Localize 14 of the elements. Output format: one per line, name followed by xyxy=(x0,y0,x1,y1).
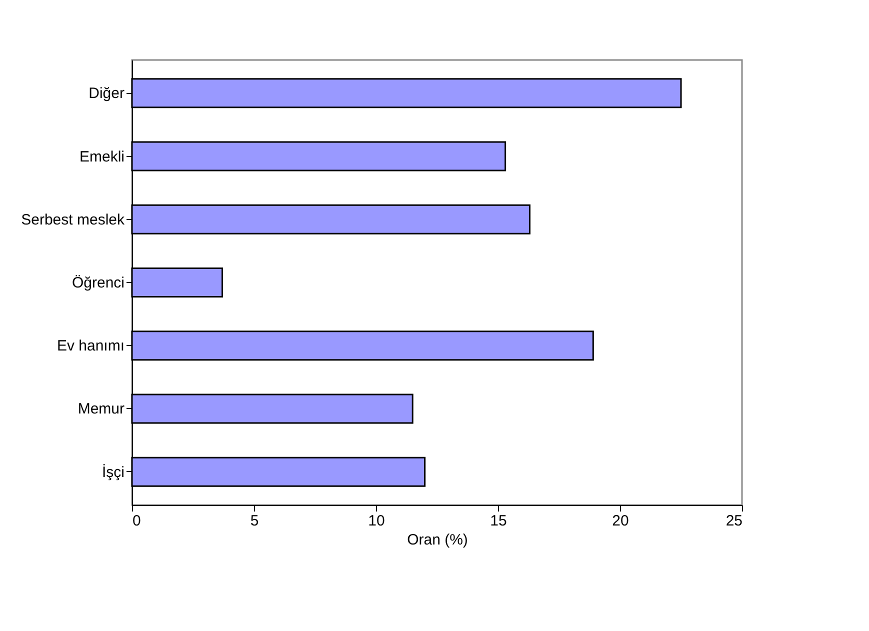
y-tick-label: Ev hanımı xyxy=(56,338,124,355)
x-tick-label: 5 xyxy=(250,512,259,530)
x-tick-label: 20 xyxy=(612,512,629,530)
x-tick-label: 25 xyxy=(726,512,742,530)
x-tick-label: 10 xyxy=(368,512,385,530)
y-tick-label: Diğer xyxy=(88,85,124,102)
x-axis-title: Oran (%) xyxy=(407,532,468,548)
y-tick-label: Serbest meslek xyxy=(21,211,125,228)
x-tick-label: 0 xyxy=(132,512,141,530)
y-tick-label: Emekli xyxy=(79,148,124,166)
x-tick-label: 15 xyxy=(490,512,507,530)
y-tick-label: Memur xyxy=(78,400,125,418)
y-tick-label: Öğrenci xyxy=(72,274,124,292)
y-tick-label: İşçi xyxy=(102,462,124,481)
